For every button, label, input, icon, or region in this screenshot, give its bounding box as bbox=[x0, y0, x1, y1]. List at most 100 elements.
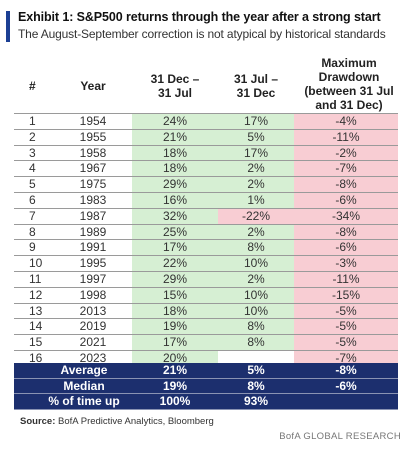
cell-year: 2023 bbox=[79, 350, 107, 365]
summary-dec-jul: 100% bbox=[159, 394, 191, 408]
cell-max-drawdown: -8% bbox=[294, 177, 398, 192]
cell-idx: 14 bbox=[29, 319, 43, 334]
table-row: 5 1975 29% 2% -8% bbox=[14, 176, 398, 192]
cell-idx: 1 bbox=[29, 114, 36, 128]
cell-idx: 12 bbox=[29, 287, 43, 302]
cell-max-drawdown: -5% bbox=[294, 335, 398, 350]
cell-max-drawdown: -15% bbox=[294, 287, 398, 303]
table-row: 4 1967 18% 2% -7% bbox=[14, 160, 398, 177]
source-note: Source: BofA Predictive Analytics, Bloom… bbox=[20, 416, 214, 427]
cell-year: 1983 bbox=[79, 192, 107, 207]
cell-dec-jul: 17% bbox=[132, 335, 218, 350]
cell-jul-dec: 8% bbox=[218, 319, 294, 335]
cell-year: 1987 bbox=[79, 208, 107, 223]
cell-year: 1995 bbox=[79, 256, 107, 271]
cell-idx: 7 bbox=[29, 208, 36, 223]
table-row: 13 2013 18% 10% -5% bbox=[14, 302, 398, 319]
table-body: 1 1954 24% 17% -4% 2 1955 21% 5% -11% 3 1958 18% 17% -… bbox=[14, 113, 398, 366]
cell-max-drawdown: -6% bbox=[294, 240, 398, 256]
table-row: 6 1983 16% 1% -6% bbox=[14, 191, 398, 208]
summary-jul-dec: 8% bbox=[247, 378, 265, 393]
cell-idx: 9 bbox=[29, 240, 36, 255]
cell-idx: 3 bbox=[29, 145, 36, 160]
cell-idx: 6 bbox=[29, 192, 36, 207]
cell-max-drawdown: -3% bbox=[294, 256, 398, 271]
table-row: 12 1998 15% 10% -15% bbox=[14, 286, 398, 303]
cell-dec-jul: 15% bbox=[132, 287, 218, 303]
table-row: 15 2021 17% 8% -5% bbox=[14, 334, 398, 350]
summary-max-drawdown: -6% bbox=[335, 378, 357, 393]
cell-jul-dec: 2% bbox=[218, 161, 294, 177]
summary-jul-dec: 93% bbox=[243, 394, 269, 408]
table-row: 2 1955 21% 5% -11% bbox=[14, 128, 398, 145]
summary-block: Average 21% 5% -8% Median 19% 8% -6%% of time u… bbox=[14, 363, 398, 410]
cell-max-drawdown: -4% bbox=[294, 114, 398, 129]
cell-max-drawdown: -6% bbox=[294, 192, 398, 208]
exhibit-subtitle: The August-September correction is not a… bbox=[18, 27, 386, 41]
cell-year: 1954 bbox=[79, 114, 107, 128]
summary-label: Average bbox=[60, 363, 108, 377]
cell-dec-jul: 18% bbox=[132, 161, 218, 177]
cell-max-drawdown: -5% bbox=[294, 303, 398, 319]
cell-dec-jul: 19% bbox=[132, 319, 218, 335]
cell-jul-dec: -22% bbox=[218, 208, 294, 224]
summary-label: Median bbox=[63, 378, 105, 393]
summary-row: % of time up 100% 93% bbox=[14, 394, 398, 410]
cell-dec-jul: 18% bbox=[132, 303, 218, 319]
summary-jul-dec: 5% bbox=[247, 363, 265, 377]
cell-year: 1997 bbox=[79, 271, 107, 286]
table-row: 1 1954 24% 17% -4% bbox=[14, 113, 398, 129]
cell-jul-dec: 10% bbox=[218, 256, 294, 271]
header-jul-dec: 31 Jul – 31 Dec bbox=[233, 72, 279, 100]
accent-bar bbox=[6, 11, 10, 42]
table-row: 9 1991 17% 8% -6% bbox=[14, 239, 398, 256]
cell-idx: 2 bbox=[29, 129, 36, 144]
header-max-drawdown: Maximum Drawdown (between 31 Jul and 31 … bbox=[304, 56, 394, 112]
cell-dec-jul: 18% bbox=[132, 145, 218, 161]
cell-dec-jul: 29% bbox=[132, 271, 218, 287]
cell-max-drawdown: -2% bbox=[294, 145, 398, 161]
cell-jul-dec: 17% bbox=[218, 114, 294, 129]
cell-jul-dec: 10% bbox=[218, 303, 294, 319]
summary-dec-jul: 19% bbox=[162, 378, 188, 393]
table-row: 16 2023 20% -7% bbox=[14, 349, 398, 366]
table-row: 11 1997 29% 2% -11% bbox=[14, 270, 398, 287]
cell-jul-dec: 8% bbox=[218, 240, 294, 256]
cell-jul-dec: 10% bbox=[218, 287, 294, 303]
cell-dec-jul: 21% bbox=[132, 129, 218, 145]
cell-idx: 11 bbox=[29, 271, 42, 286]
header-dec-jul: 31 Dec – 31 Jul bbox=[150, 72, 200, 100]
cell-dec-jul: 16% bbox=[132, 192, 218, 208]
summary-dec-jul: 21% bbox=[162, 363, 188, 377]
cell-year: 1955 bbox=[79, 129, 107, 144]
source-label: Source: bbox=[20, 416, 56, 427]
cell-idx: 13 bbox=[29, 303, 43, 318]
cell-idx: 15 bbox=[29, 335, 43, 350]
cell-year: 1998 bbox=[79, 287, 107, 302]
cell-max-drawdown: -7% bbox=[294, 350, 398, 366]
exhibit-title: Exhibit 1: S&P500 returns through the ye… bbox=[18, 10, 381, 24]
cell-year: 1967 bbox=[79, 161, 107, 176]
summary-row: Median 19% 8% -6% bbox=[14, 378, 398, 394]
cell-dec-jul: 29% bbox=[132, 177, 218, 192]
cell-dec-jul: 22% bbox=[132, 256, 218, 271]
summary-row: Average 21% 5% -8% bbox=[14, 363, 398, 379]
table-row: 3 1958 18% 17% -2% bbox=[14, 144, 398, 161]
summary-max-drawdown: -8% bbox=[335, 363, 357, 377]
cell-year: 2013 bbox=[79, 303, 107, 318]
cell-year: 2021 bbox=[79, 335, 107, 350]
cell-year: 2019 bbox=[79, 319, 107, 334]
cell-dec-jul: 20% bbox=[132, 350, 218, 366]
cell-jul-dec: 5% bbox=[218, 129, 294, 145]
cell-idx: 16 bbox=[29, 350, 43, 365]
brand-label: BofA GLOBAL RESEARCH bbox=[279, 431, 401, 442]
table-row: 14 2019 19% 8% -5% bbox=[14, 318, 398, 335]
cell-max-drawdown: -11% bbox=[294, 129, 398, 145]
cell-max-drawdown: -7% bbox=[294, 161, 398, 177]
cell-jul-dec: 2% bbox=[218, 224, 294, 240]
cell-year: 1958 bbox=[79, 145, 107, 160]
cell-jul-dec: 2% bbox=[218, 271, 294, 287]
cell-max-drawdown: -34% bbox=[294, 208, 398, 224]
cell-jul-dec: 8% bbox=[218, 335, 294, 350]
cell-max-drawdown: -5% bbox=[294, 319, 398, 335]
